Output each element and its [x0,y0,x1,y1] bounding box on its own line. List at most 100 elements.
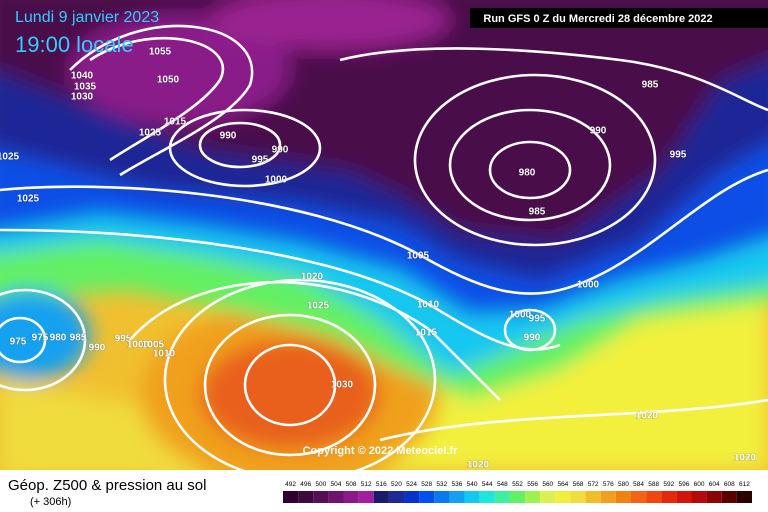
colorbar-label: 592 [663,481,674,488]
isobar-label: 990 [590,126,607,137]
colorbar-swatch [419,491,435,503]
colorbar-swatch [676,491,692,503]
colorbar-swatch [298,491,314,503]
colorbar-swatch [570,491,586,503]
isobar-label: 1020 [636,411,659,422]
colorbar-label: 496 [300,481,311,488]
colorbar-label: 572 [588,481,599,488]
colorbar-swatch [313,491,329,503]
colorbar-label: 608 [724,481,735,488]
colorbar-label: 540 [467,481,478,488]
colorbar-swatch [464,491,480,503]
isobar-label: 1020 [467,460,490,471]
isobar-label: 1005 [142,340,165,351]
colorbar-label: 520 [391,481,402,488]
colorbar-label: 580 [618,481,629,488]
date-label: Lundi 9 janvier 2023 [15,9,159,26]
colorbar-swatch [479,491,495,503]
isobar-labels: 1055105010401035103010151025102510259909… [0,46,757,471]
copyright: Copyright © 2022 Meteociel.fr [303,445,459,457]
colorbar-swatch [555,491,571,503]
isobar-label: 1025 [139,128,162,139]
isobar-label: 1010 [153,349,176,360]
isobar-label: 995 [670,150,687,161]
isobar-label: 1055 [149,47,172,58]
isobar-label: 1025 [17,194,40,205]
colorbar-label: 548 [497,481,508,488]
colorbar-label: 568 [573,481,584,488]
colorbar-swatch [373,491,389,503]
colorbar-label: 508 [346,481,357,488]
colorbar-label: 516 [376,481,387,488]
colorbar-swatch [661,491,677,503]
colorbar-swatch [630,491,647,503]
isobar-label: 980 [50,333,67,344]
isobar-label: 1000 [265,175,288,186]
colorbar-label: 524 [406,481,417,488]
isobar-label: 1030 [331,380,354,391]
isobar-label: 1000 [509,310,532,321]
isobar-label: 1025 [0,152,20,163]
colorbar-swatch [494,491,510,503]
colorbar-label: 544 [482,481,493,488]
isobar-label: 985 [70,333,87,344]
colorbar-label: 528 [421,481,432,488]
isobar-label: 1050 [157,75,180,86]
colorbar-label: 596 [678,481,689,488]
colorbar-label: 604 [709,481,720,488]
colorbar: 492 496 500 504 508 512 516 520 524 528 532 536 540 5… [283,481,752,503]
colorbar-label: 512 [361,481,372,488]
isobar-label: 1000 [127,340,150,351]
run-label: Run GFS 0 Z du Mercredi 28 décembre 2022 [483,13,712,25]
colorbar-swatch [646,491,662,503]
colorbar-swatch [328,491,344,503]
isobar-label: 995 [252,155,269,166]
isobar-label: 1030 [71,92,94,103]
isobar-label: 1015 [415,328,438,339]
isobar-label: 990 [220,131,237,142]
colorbar-label: 612 [739,481,750,488]
colorbar-label: 564 [557,481,568,488]
colorbar-swatch [706,491,722,503]
colorbar-label: 600 [694,481,705,488]
colorbar-swatch [343,491,359,503]
colorbar-swatch [434,491,450,503]
colorbar-swatch [388,491,405,503]
footer-lead: (+ 306h) [30,496,71,508]
isobar-label: 1040 [71,71,94,82]
colorbar-swatch [509,491,526,503]
isobar-label: 990 [272,145,289,156]
field: 1055105010401035103010151025102510259909… [0,0,768,471]
colorbar-label: 504 [331,481,342,488]
colorbar-label: 584 [633,481,644,488]
isobar-label: 1020 [734,453,757,464]
colorbar-label: 560 [542,481,553,488]
colorbar-swatch [736,491,752,503]
colorbar-swatch [283,491,299,503]
isobar-label: 990 [524,333,541,344]
colorbar-label: 576 [603,481,614,488]
isobar-label: 1015 [164,117,187,128]
colorbar-swatch [600,491,616,503]
isobar-label: 995 [115,334,132,345]
colorbar-swatch [721,491,737,503]
isobar-label: 1025 [307,301,330,312]
isobars [0,24,768,470]
isobar-label: 985 [642,80,659,91]
isobar-label: 1020 [301,272,324,283]
isobar-label: 980 [519,168,536,179]
colorbar-label: 492 [285,481,296,488]
isobar-label: 1000 [577,280,600,291]
colorbar-label: 556 [527,481,538,488]
colorbar-label: 588 [648,481,659,488]
run-box [470,8,768,28]
colorbar-swatch [358,491,374,503]
footer-title: Géop. Z500 & pression au sol [8,477,206,494]
colorbar-label: 532 [436,481,447,488]
colorbar-swatch [540,491,556,503]
isobar-label: 975 [32,333,49,344]
colorbar-label: 552 [512,481,523,488]
isobar-label: 975 [10,337,27,348]
